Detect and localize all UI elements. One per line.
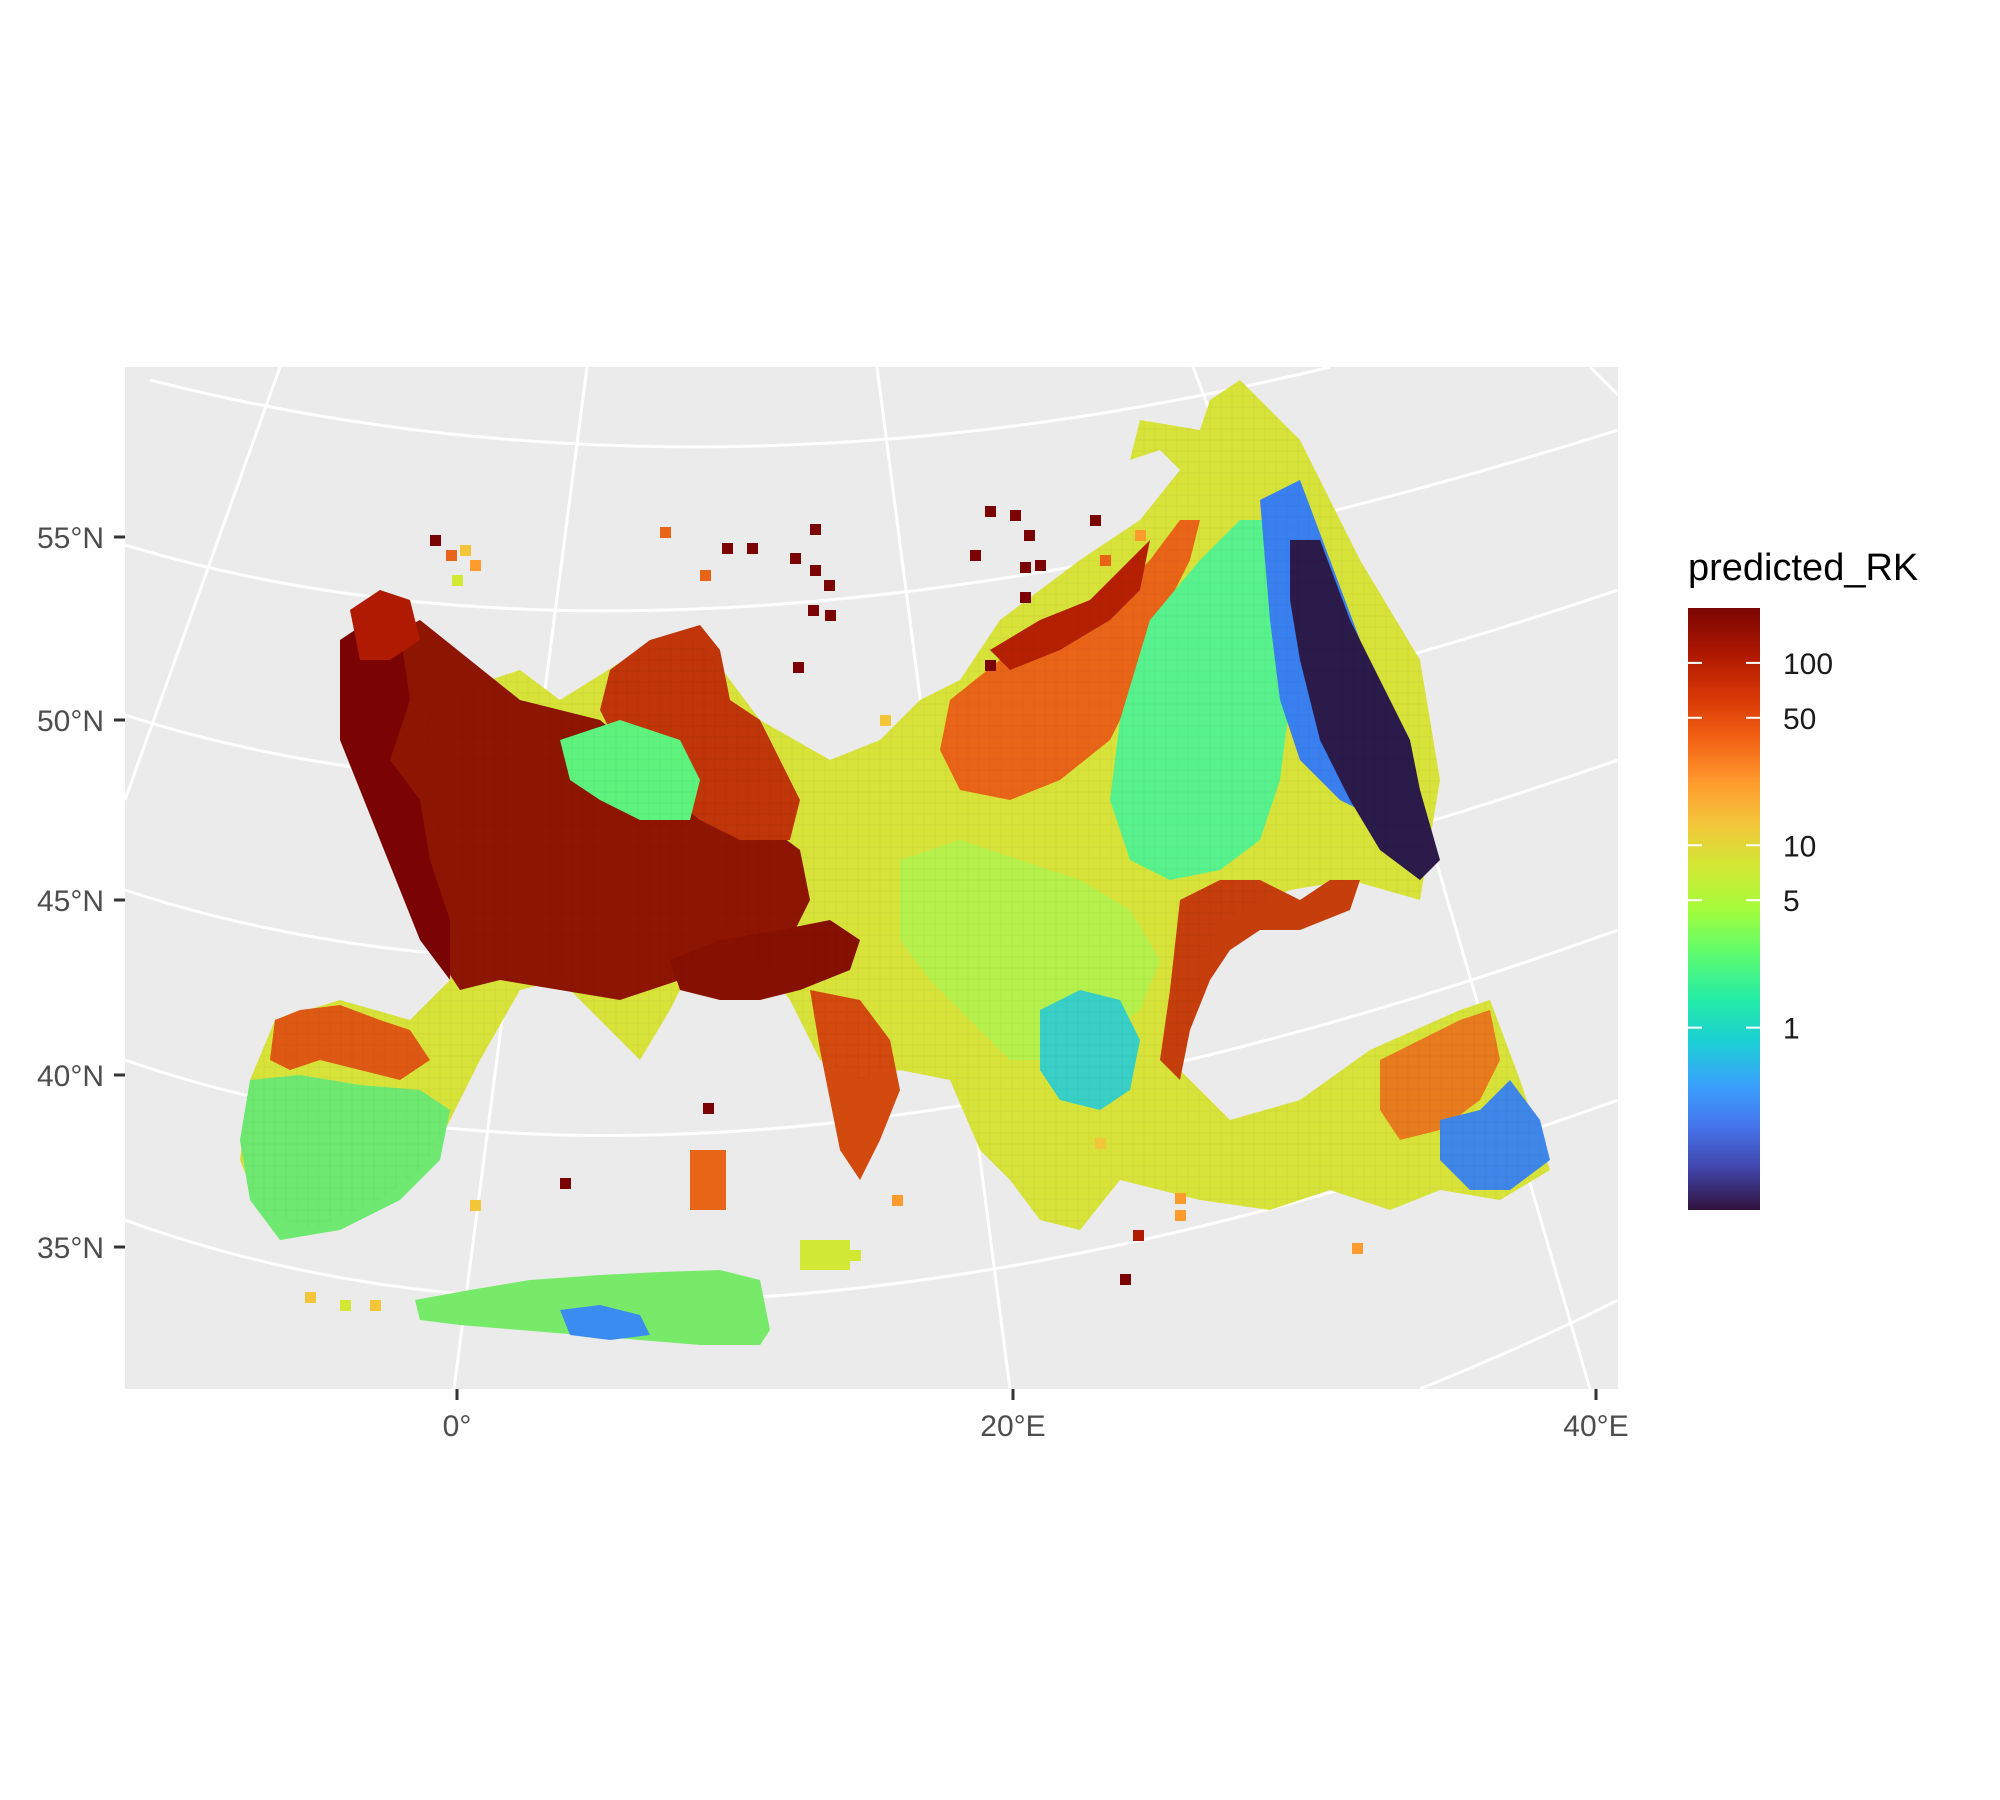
x-tick-label: 0°	[443, 1410, 472, 1443]
x-tick-label: 20°E	[980, 1410, 1045, 1443]
raster-cell	[452, 575, 463, 586]
raster-layer	[240, 380, 1550, 1345]
legend-title: predicted_RK	[1688, 547, 1918, 589]
raster-cell	[825, 610, 836, 621]
raster-cell	[850, 1250, 861, 1261]
raster-cell	[370, 1300, 381, 1311]
raster-cell	[810, 565, 821, 576]
parallel-line	[149, 367, 1331, 449]
raster-cell	[1120, 1274, 1131, 1285]
raster-cell	[985, 660, 996, 671]
raster-grid-texture	[240, 380, 1550, 1230]
raster-cell	[1100, 555, 1111, 566]
meridian-line	[125, 367, 282, 801]
raster-cell	[470, 1200, 481, 1211]
raster-cell	[722, 543, 733, 554]
legend-ticks: 100 50 10 5 1	[1688, 648, 1833, 1046]
raster-cell	[810, 524, 821, 535]
raster-cell	[1095, 1138, 1106, 1149]
raster-cell	[305, 1292, 316, 1303]
raster-cell	[1135, 530, 1146, 541]
colorbar	[1688, 608, 1760, 1210]
region-sardinia	[690, 1150, 726, 1210]
legend: predicted_RK 100 50 10 5 1	[1688, 547, 1918, 1210]
raster-cell	[790, 553, 801, 564]
raster-cell	[1352, 1243, 1363, 1254]
raster-cell	[1020, 562, 1031, 573]
y-tick-label: 45°N	[37, 885, 104, 918]
raster-cell	[1175, 1210, 1186, 1221]
meridian-line	[1588, 367, 1618, 397]
raster-cell	[703, 1103, 714, 1114]
raster-cell	[460, 545, 471, 556]
legend-break-label: 10	[1783, 830, 1816, 863]
raster-cell	[1133, 1230, 1144, 1241]
region-brittany-coast	[340, 620, 450, 980]
raster-cell	[446, 550, 457, 561]
region-uk-south	[350, 590, 420, 660]
raster-cell	[1090, 515, 1101, 526]
raster-cell	[1024, 530, 1035, 541]
raster-cell	[430, 535, 441, 546]
raster-cell	[700, 570, 711, 581]
raster-cell	[824, 580, 835, 591]
y-axis: 55°N 50°N 45°N 40°N 35°N	[37, 522, 125, 1265]
raster-cell	[892, 1195, 903, 1206]
raster-cell	[1020, 592, 1031, 603]
raster-cell	[470, 560, 481, 571]
parallel-line	[125, 428, 1618, 613]
y-tick-label: 50°N	[37, 705, 104, 738]
x-tick-label: 40°E	[1563, 1410, 1628, 1443]
legend-break-label: 100	[1783, 648, 1833, 681]
y-tick-label: 35°N	[37, 1232, 104, 1265]
raster-cell	[985, 506, 996, 517]
raster-cell	[880, 715, 891, 726]
region-sicily	[800, 1240, 850, 1270]
raster-cell	[660, 527, 671, 538]
raster-cell	[340, 1300, 351, 1311]
legend-break-label: 50	[1783, 703, 1816, 736]
y-tick-label: 40°N	[37, 1060, 104, 1093]
region-north-africa-blue	[560, 1305, 650, 1340]
legend-break-label: 1	[1783, 1013, 1800, 1046]
x-axis: 0° 20°E 40°E	[443, 1389, 1629, 1443]
raster-cell	[1175, 1193, 1186, 1204]
raster-cell	[1010, 510, 1021, 521]
y-tick-label: 55°N	[37, 522, 104, 555]
raster-cell	[793, 662, 804, 673]
raster-cell	[747, 543, 758, 554]
parallel-line	[1419, 1298, 1618, 1389]
raster-cell	[1035, 560, 1046, 571]
raster-cell	[970, 550, 981, 561]
raster-cell	[808, 605, 819, 616]
legend-break-label: 5	[1783, 885, 1800, 918]
raster-cell	[560, 1178, 571, 1189]
